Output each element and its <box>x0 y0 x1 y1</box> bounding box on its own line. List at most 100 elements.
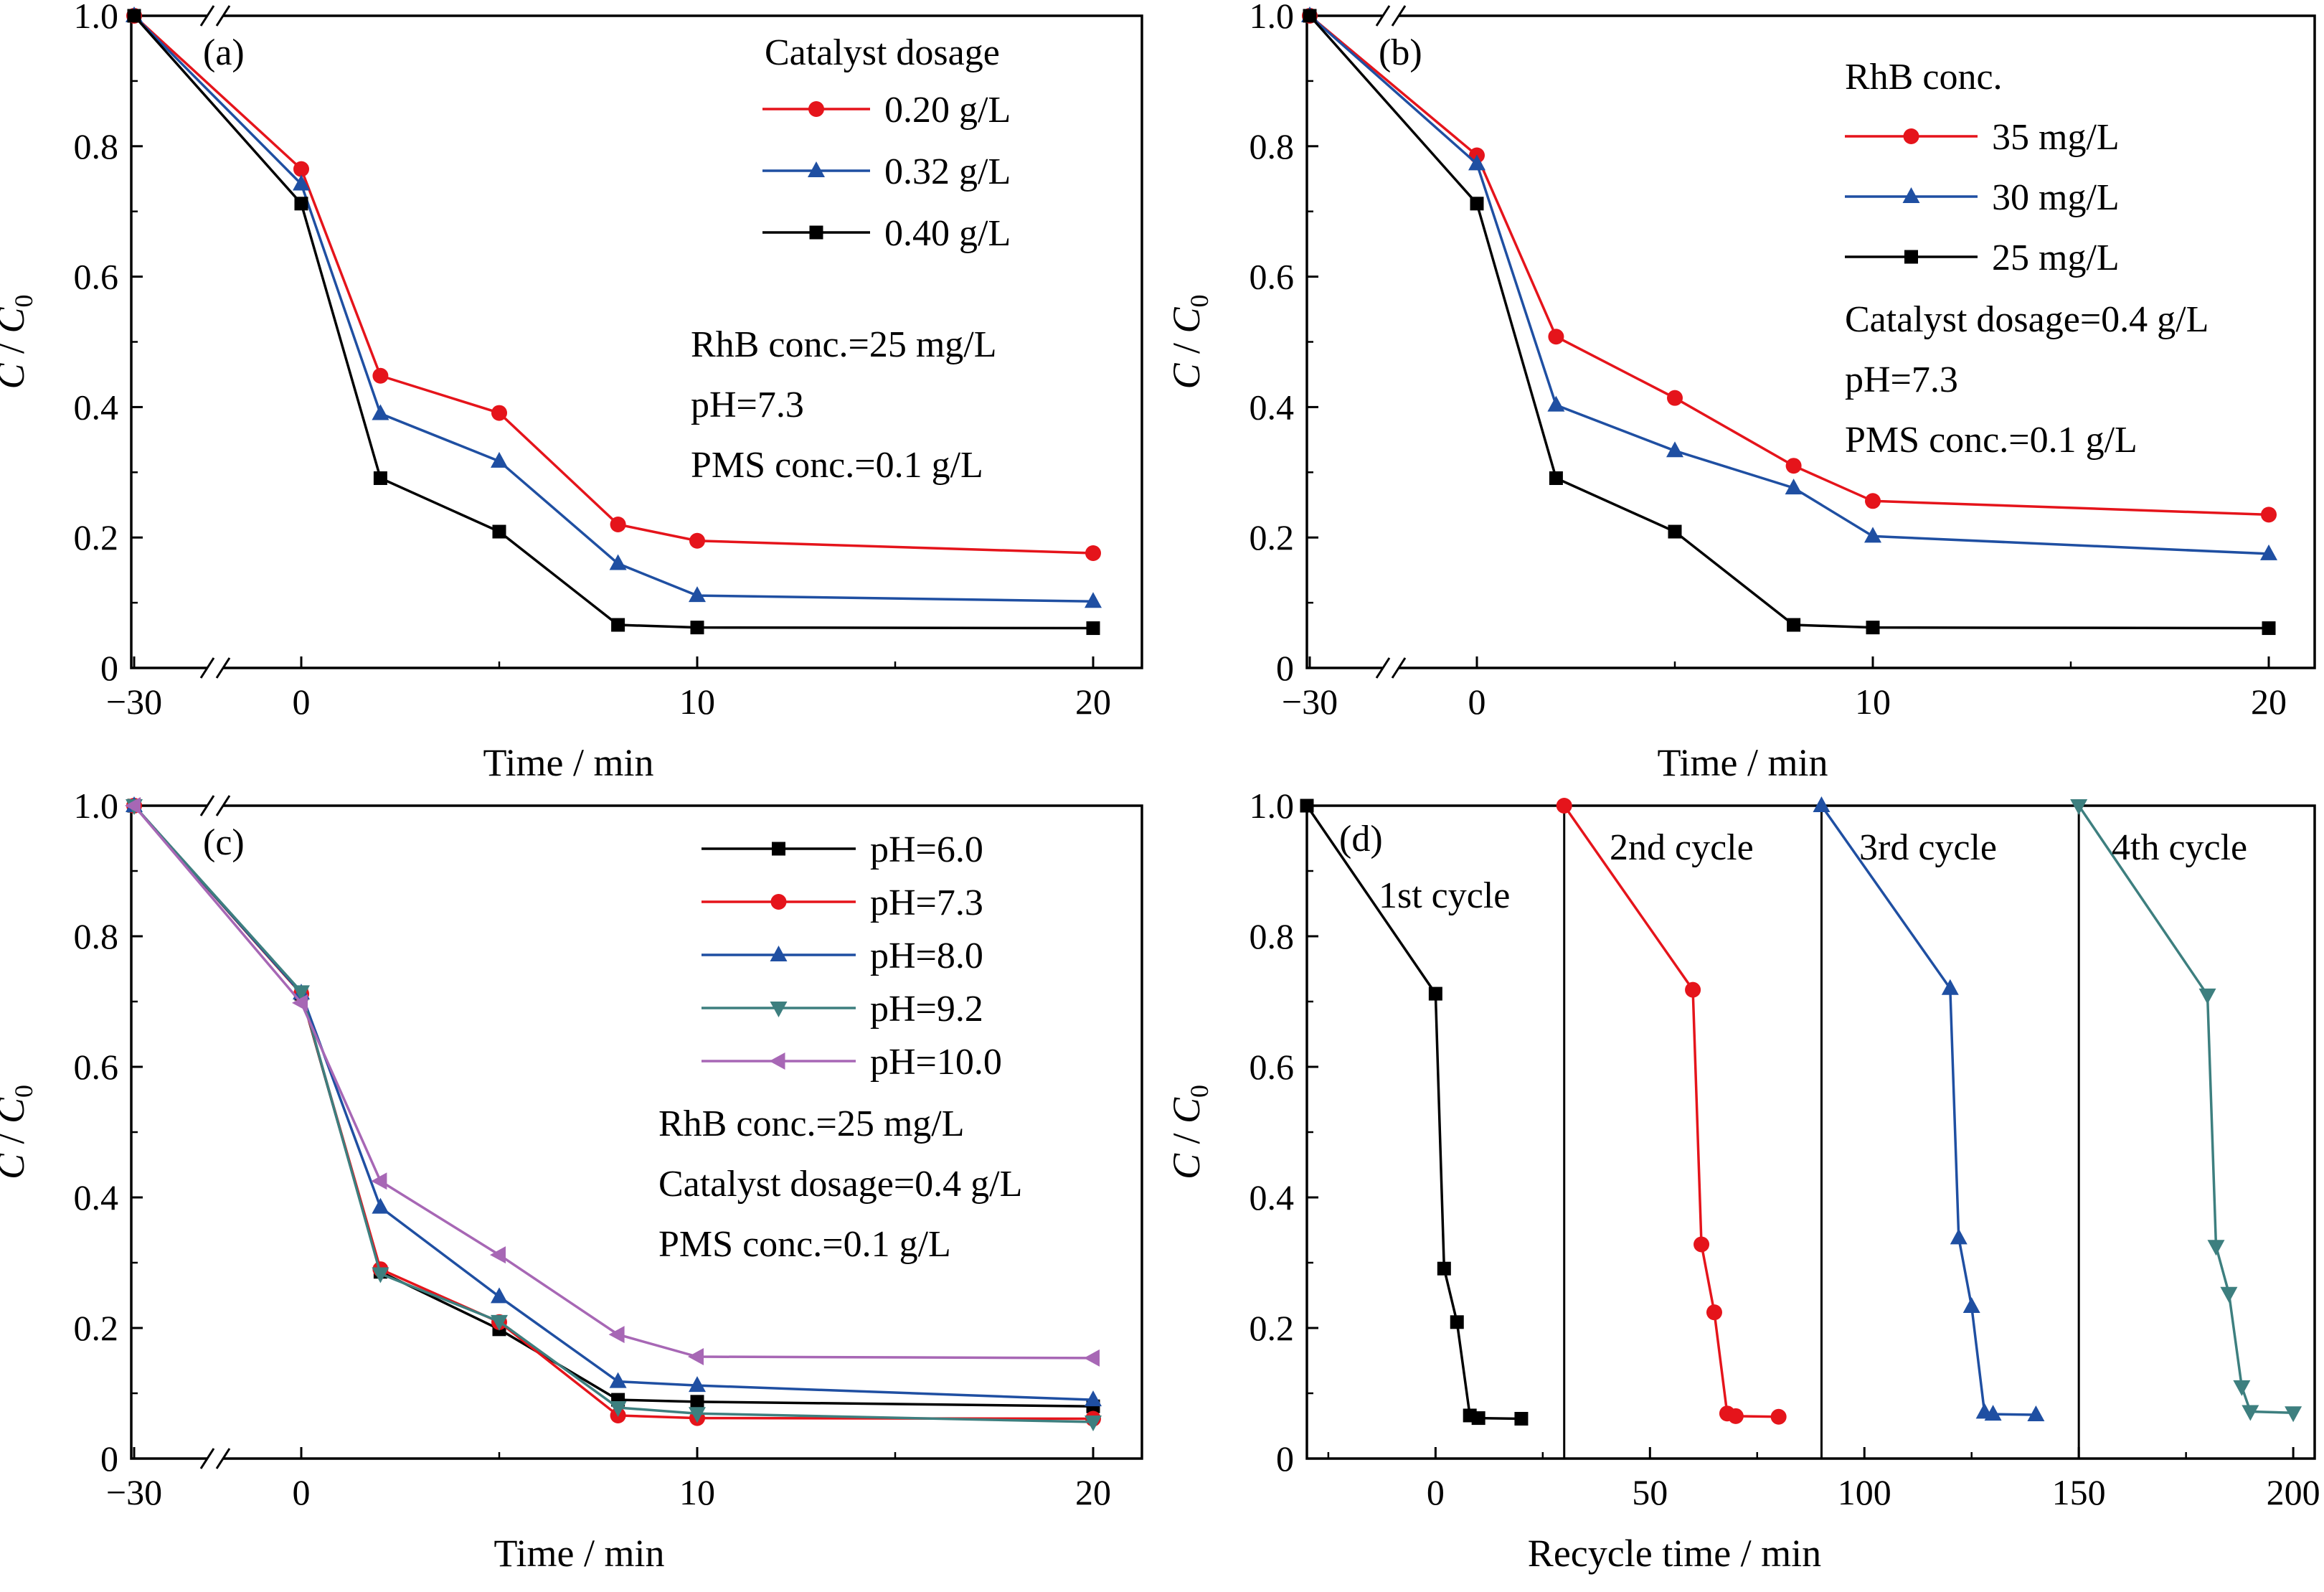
legend-marker <box>808 101 824 117</box>
data-point <box>1727 1408 1744 1424</box>
y-tick-label: 0.4 <box>1250 1177 1295 1217</box>
legend-label: 0.20 g/L <box>884 90 1011 131</box>
data-point <box>2027 1405 2045 1422</box>
x-tick-label: 0 <box>1468 682 1486 722</box>
x-tick-label: 0 <box>293 1472 311 1512</box>
y-tick-label: 1.0 <box>74 0 119 36</box>
data-point <box>373 471 387 485</box>
y-tick-label: 0.2 <box>74 517 119 557</box>
y-tick-label: 0.8 <box>1250 126 1295 166</box>
data-point <box>1085 1416 1102 1432</box>
y-tick-label: 0 <box>100 1438 118 1479</box>
legend-label: pH=8.0 <box>870 936 983 976</box>
data-point <box>1556 798 1572 814</box>
x-axis-label: Time / min <box>493 1532 664 1575</box>
panel-label: (a) <box>203 32 245 73</box>
legend-title: RhB conc. <box>1845 57 2003 98</box>
legend-title: Catalyst dosage <box>765 32 1000 73</box>
panel-d: 0 50 100 150 200 0 0.2 0.4 0.6 0.8 1.0 C / C0 Recycl… <box>1165 786 2320 1575</box>
axis-break-mark <box>1391 657 1407 679</box>
legend-label: pH=6.0 <box>870 829 983 870</box>
data-point <box>1428 986 1442 1001</box>
annotation: PMS conc.=0.1 g/L <box>1845 420 2138 461</box>
data-point <box>294 197 308 211</box>
data-point <box>491 451 508 468</box>
data-point <box>372 367 389 384</box>
y-tick-label: 0.6 <box>74 257 119 297</box>
data-point <box>1950 1228 1968 1245</box>
annotation: PMS conc.=0.1 g/L <box>691 445 983 486</box>
axis-break-mark <box>215 795 231 816</box>
data-point <box>491 1287 508 1304</box>
data-point <box>491 1314 508 1331</box>
axis-break-mark <box>215 5 231 27</box>
y-tick-label: 0.6 <box>1250 1047 1295 1087</box>
data-point <box>1085 545 1101 562</box>
y-tick-label: 0.2 <box>1250 1308 1295 1348</box>
panel-label: (c) <box>203 822 245 863</box>
data-point <box>608 1326 625 1344</box>
axis-break-mark <box>1375 657 1391 679</box>
data-point <box>1300 799 1314 813</box>
data-point <box>609 554 627 570</box>
axis-break-gap <box>1383 664 1399 672</box>
data-point <box>2260 544 2277 560</box>
plot-frame <box>1305 14 2316 669</box>
legend-marker <box>770 894 787 910</box>
x-tick-label: 20 <box>2251 682 2287 722</box>
y-tick-label: 0.6 <box>74 1047 119 1087</box>
y-tick-label: 0.2 <box>74 1308 119 1348</box>
y-tick-label: 0.6 <box>1250 257 1295 297</box>
axis-break-gap <box>207 11 223 20</box>
data-point <box>371 1172 387 1190</box>
panel-label: (b) <box>1379 32 1422 73</box>
data-point <box>1547 395 1565 412</box>
data-point <box>1548 329 1564 345</box>
legend-label: pH=7.3 <box>870 882 983 923</box>
x-tick-label: 10 <box>1855 682 1891 722</box>
legend-marker <box>770 1002 788 1017</box>
data-point <box>689 586 706 603</box>
y-axis-label: C / C0 <box>0 1085 38 1179</box>
y-tick-label: 1.0 <box>1250 786 1295 826</box>
axis-break-mark <box>215 1448 231 1469</box>
data-point <box>689 1376 706 1393</box>
annotation: RhB conc.=25 mg/L <box>658 1103 965 1144</box>
legend-label: pH=9.2 <box>870 989 983 1030</box>
y-tick-label: 0 <box>100 648 118 688</box>
x-tick-label: 0 <box>1427 1472 1445 1512</box>
series-line <box>2077 805 2294 1415</box>
data-point <box>690 1395 704 1409</box>
axis-break-mark <box>1375 5 1391 27</box>
x-axis-label: Recycle time / min <box>1528 1532 1821 1575</box>
plot-frame <box>130 804 1143 1460</box>
data-point <box>1303 9 1317 23</box>
data-point <box>492 524 506 539</box>
y-tick-label: 0.8 <box>74 126 119 166</box>
cycle-label: 2nd cycle <box>1610 827 1754 868</box>
y-tick-label: 0.8 <box>1250 916 1295 956</box>
y-tick-label: 0 <box>1276 648 1294 688</box>
y-tick-label: 0.4 <box>74 387 119 427</box>
legend-marker <box>772 842 785 856</box>
data-point <box>1549 471 1563 485</box>
data-point <box>1086 621 1100 636</box>
data-point <box>1471 1411 1485 1426</box>
axis-break-mark <box>199 657 215 679</box>
y-tick-label: 0.8 <box>74 916 119 956</box>
cycle-label: 4th cycle <box>2112 827 2247 868</box>
data-point <box>1668 524 1682 539</box>
legend-marker <box>1904 250 1918 264</box>
data-point <box>1450 1315 1464 1329</box>
legend-label: 0.32 g/L <box>884 151 1011 192</box>
x-tick-label: −30 <box>106 682 162 722</box>
data-point <box>1694 1236 1710 1253</box>
legend-label: 30 mg/L <box>1992 177 2120 218</box>
cycle-label: 3rd cycle <box>1859 827 1997 868</box>
legend-label: 35 mg/L <box>1992 117 2120 158</box>
data-point <box>610 517 626 533</box>
legend-marker <box>1903 128 1919 144</box>
data-point <box>1770 1408 1787 1425</box>
data-point <box>127 9 141 23</box>
